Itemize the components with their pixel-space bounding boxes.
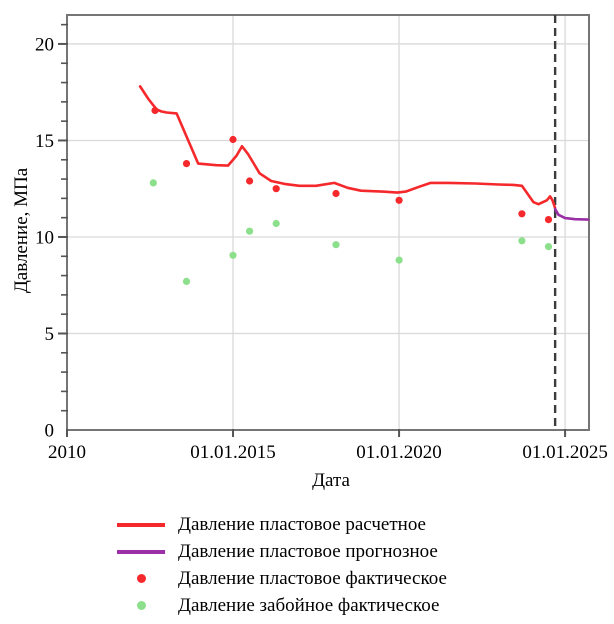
legend-item-actual-bottomhole: Давление забойное фактическое: [117, 592, 447, 619]
green-dot-swatch-icon: [117, 601, 165, 610]
legend-line-mark: [117, 522, 165, 527]
plot-border: [66, 14, 590, 431]
y-tick-label: 20: [35, 34, 54, 55]
data-point: [272, 185, 280, 193]
chart-legend: Давление пластовое расчетное Давление пл…: [117, 511, 447, 619]
data-point: [332, 241, 340, 249]
data-point: [395, 256, 403, 264]
legend-label: Давление забойное фактическое: [178, 595, 440, 616]
data-point: [246, 227, 254, 235]
y-tick-label: 5: [45, 324, 55, 345]
data-point: [332, 189, 340, 198]
legend-dot-mark: [136, 601, 146, 610]
chart-canvas: 0 5 10 15 20 2010 01.01.2015 01.01.2020 01.01.20…: [11, 14, 608, 491]
x-axis-title: Дата: [312, 470, 350, 491]
legend-item-forecast: Давление пластовое прогнозное: [117, 538, 447, 565]
y-tick-label: 15: [35, 131, 54, 152]
data-point: [182, 277, 191, 285]
red-dot-swatch-icon: [117, 574, 165, 583]
x-tick-label: 2010: [48, 442, 86, 463]
x-tick-label: 01.01.2020: [356, 442, 442, 463]
x-tick-label: 01.01.2015: [190, 442, 276, 463]
x-tick-label: 01.01.2025: [522, 442, 608, 463]
y-tick-label: 0: [45, 421, 55, 442]
data-point: [151, 106, 159, 115]
y-tick-label: 10: [35, 227, 54, 248]
legend-dot-mark: [136, 574, 146, 583]
red-line-swatch-icon: [117, 522, 165, 527]
legend-line-mark: [117, 549, 165, 554]
legend-label: Давление пластовое фактическое: [178, 568, 447, 589]
y-axis-title: Давление, МПа: [11, 167, 32, 293]
data-point: [518, 210, 526, 218]
legend-label: Давление пластовое расчетное: [178, 514, 426, 535]
data-point: [544, 243, 553, 251]
data-point: [229, 135, 237, 144]
legend-label: Давление пластовое прогнозное: [178, 541, 438, 562]
purple-line-swatch-icon: [117, 549, 165, 554]
data-point: [149, 179, 157, 187]
data-point: [395, 196, 403, 204]
data-point: [518, 237, 526, 245]
series-line: [138, 85, 557, 210]
data-point: [229, 251, 237, 259]
data-point: [246, 177, 254, 185]
series-line: [553, 207, 590, 221]
legend-item-calculated: Давление пластовое расчетное: [117, 511, 447, 538]
legend-item-actual-reservoir: Давление пластовое фактическое: [117, 565, 447, 592]
data-point: [182, 160, 191, 168]
data-point: [544, 216, 553, 224]
data-point: [272, 219, 280, 228]
